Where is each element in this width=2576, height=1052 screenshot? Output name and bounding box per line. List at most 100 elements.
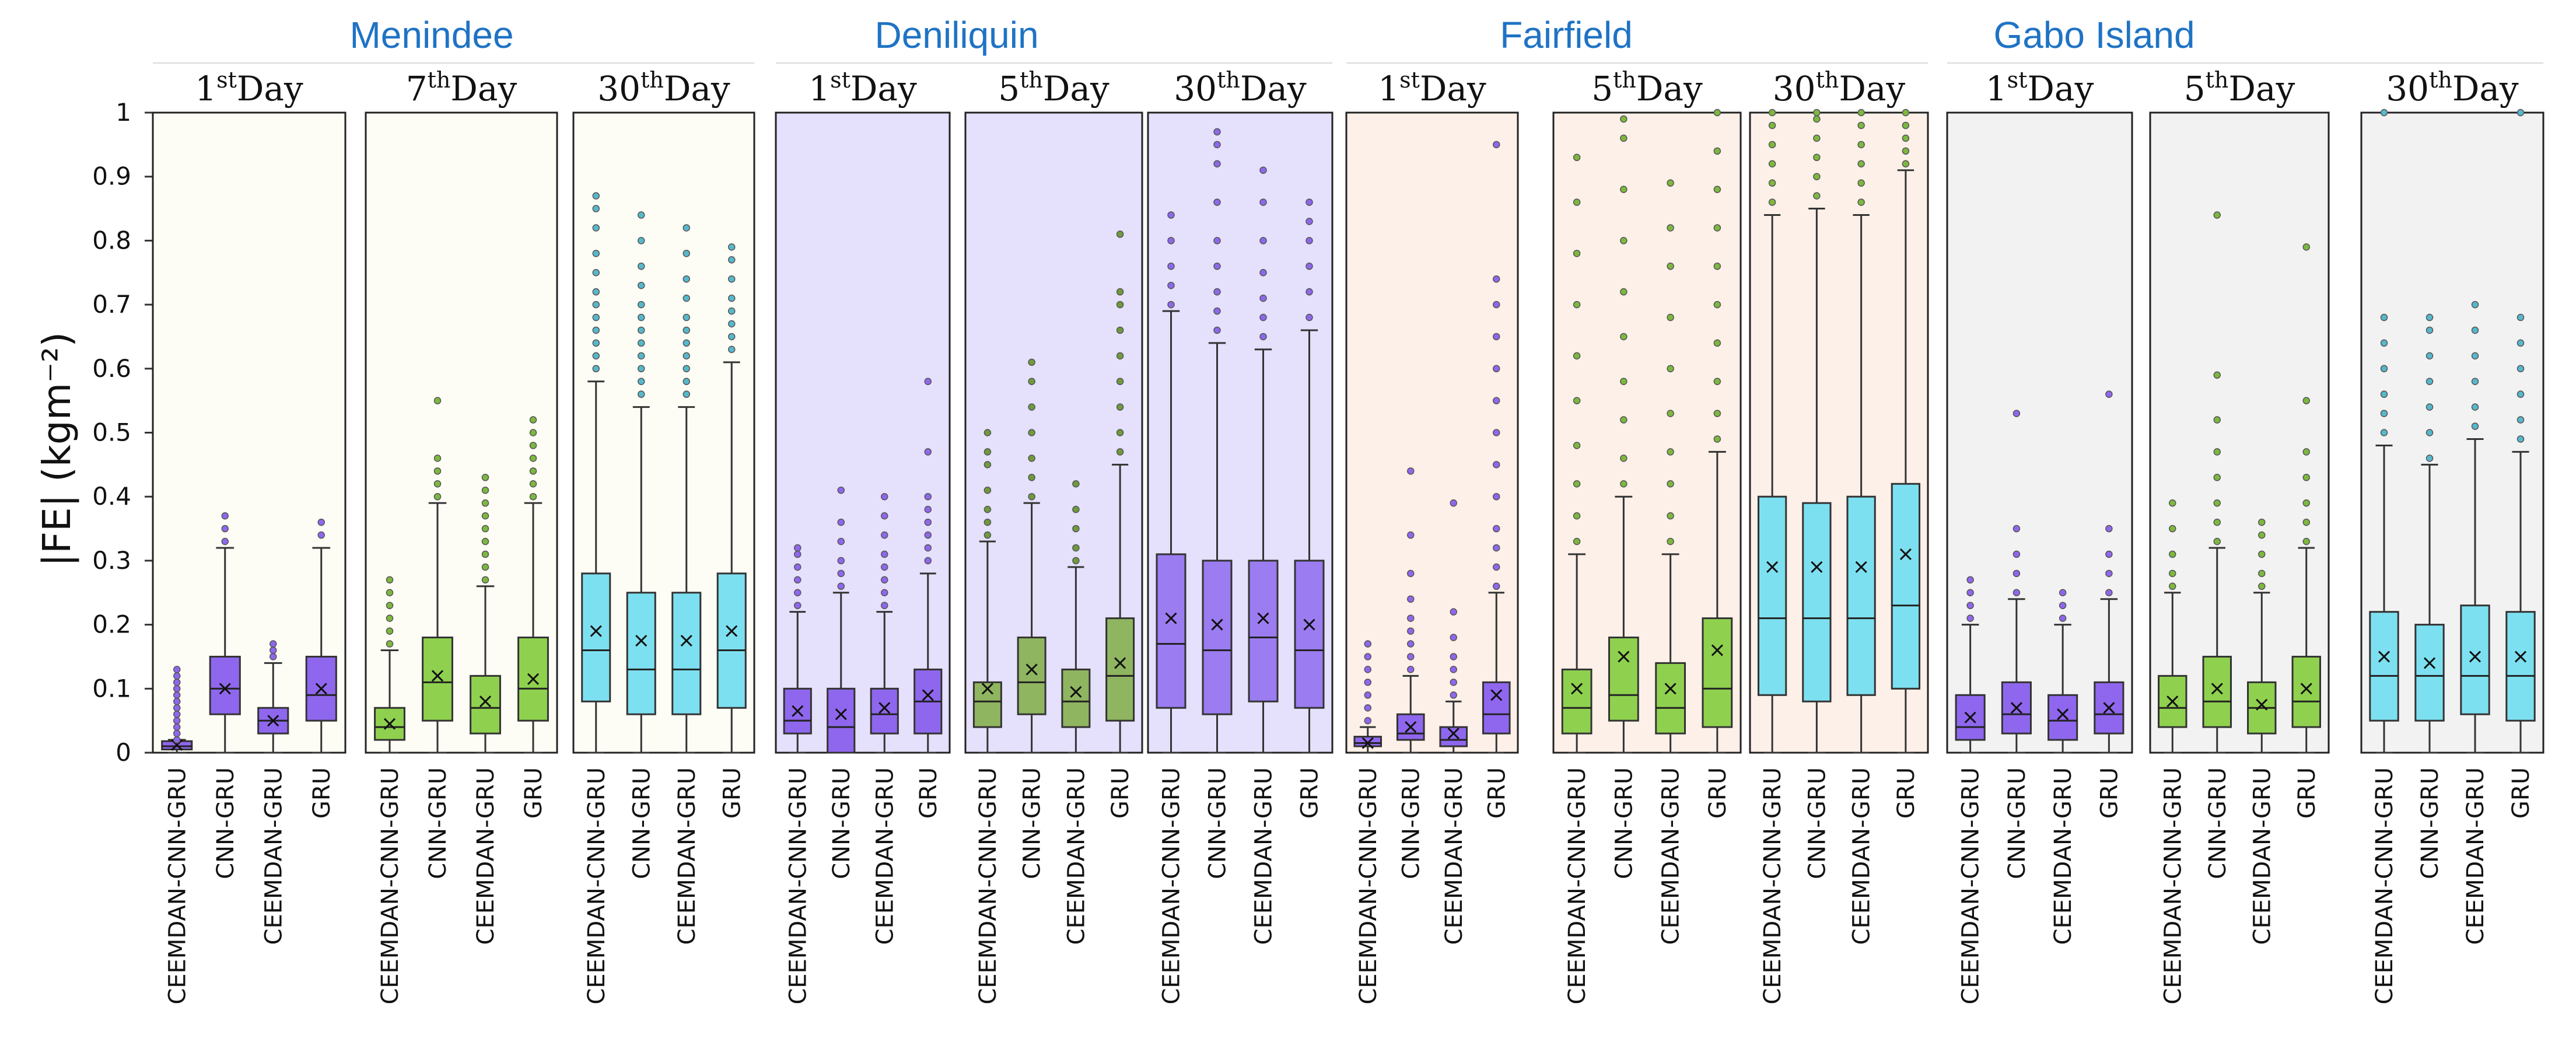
y-tick-label-0-6: 0.6 bbox=[92, 354, 131, 383]
panel-gabo-island-day-30-box-gru-outlier-0 bbox=[2516, 435, 2525, 443]
panel-fairfield-day-30-title: 30thDay bbox=[1773, 67, 1906, 109]
panel-menindee-day-7-box-ceemdan-cnn-gru-outlier-4 bbox=[386, 589, 394, 596]
panel-fairfield-day-30-box-ceemdan-gru-outlier-5 bbox=[1857, 109, 1865, 117]
panel-deniliquin-day-30-box-cnn-gru-outlier-8 bbox=[1213, 128, 1221, 136]
panel-menindee-day-7-box-ceemdan-gru-iqr bbox=[470, 674, 501, 735]
panel-menindee-day-1-box-ceemdan-gru-label: CEEMDAN-GRU bbox=[260, 767, 287, 945]
panel-menindee-day-30-box-ceemdan-gru-outlier-6 bbox=[682, 313, 690, 321]
panel-deniliquin-day-5-box-cnn-gru-iqr bbox=[1017, 637, 1046, 715]
panel-fairfield-day-5-box-ceemdan-cnn-gru-outlier-8 bbox=[1573, 198, 1581, 206]
panel-gabo-island-day-1-box-ceemdan-gru-mean-marker bbox=[2057, 708, 2069, 721]
panel-deniliquin-day-30-box-cnn-gru-label: CNN-GRU bbox=[1205, 767, 1231, 879]
panel-menindee-day-1: 1stDay CEEMDAN-CNN-GRU CNN-GRU CEEMDAN-GRU G… bbox=[152, 67, 346, 1005]
panel-gabo-island-day-1-box-ceemdan-cnn-gru-outlier-2 bbox=[1966, 589, 1974, 596]
panel-menindee-day-30-box-cnn-gru-outlier-11 bbox=[638, 211, 645, 219]
panel-deniliquin-day-5-box-cnn-gru-outlier-3 bbox=[1028, 429, 1035, 436]
panel-gabo-island-day-5-box-ceemdan-cnn-gru-outlier-2 bbox=[2169, 550, 2176, 558]
panel-deniliquin-day-30-box-ceemdan-cnn-gru-outlier-1 bbox=[1167, 281, 1175, 289]
panel-gabo-island-day-5-box-cnn-gru-iqr bbox=[2202, 655, 2232, 728]
panel-menindee-day-30-box-ceemdan-cnn-gru-label: CEEMDAN-CNN-GRU bbox=[583, 767, 610, 1005]
panel-fairfield-day-5-box-ceemdan-cnn-gru-outlier-9 bbox=[1573, 153, 1581, 162]
panel-deniliquin-day-5-box-cnn-gru-outlier-1 bbox=[1028, 474, 1035, 481]
panel-menindee-day-1-box-ceemdan-cnn-gru-outlier-4 bbox=[173, 710, 181, 718]
panel-gabo-island-day-1-box-ceemdan-gru-outlier-1 bbox=[2059, 602, 2067, 609]
panel-deniliquin-day-1-box-ceemdan-cnn-gru-label: CEEMDAN-CNN-GRU bbox=[785, 767, 811, 1005]
panel-deniliquin-day-1-box-gru-outlier-2 bbox=[924, 531, 932, 539]
panel-deniliquin-day-30-box-ceemdan-cnn-gru-label: CEEMDAN-CNN-GRU bbox=[1158, 767, 1185, 1005]
panel-fairfield-day-30-box-cnn-gru-outlier-4 bbox=[1813, 115, 1821, 123]
panel-fairfield-day-1-box-cnn-gru-outlier-2 bbox=[1407, 640, 1415, 648]
panel-deniliquin-day-5-box-gru-outlier-8 bbox=[1116, 230, 1124, 238]
panel-menindee-day-1-box-ceemdan-cnn-gru-outlier-10 bbox=[173, 672, 181, 680]
panel-fairfield-day-5-box-ceemdan-gru-outlier-6 bbox=[1667, 313, 1674, 321]
panel-menindee-day-7-box-ceemdan-cnn-gru-outlier-2 bbox=[386, 614, 394, 622]
panel-menindee-day-30-box-ceemdan-gru-outlier-8 bbox=[682, 275, 690, 283]
panel-fairfield-day-5-box-ceemdan-gru: CEEMDAN-GRU bbox=[1655, 179, 1686, 945]
site-title-deniliquin: Deniliquin bbox=[874, 14, 1038, 56]
panel-deniliquin-day-1-box-ceemdan-gru-iqr bbox=[870, 687, 899, 735]
panel-fairfield-day-5-box-ceemdan-gru-label: CEEMDAN-GRU bbox=[1658, 767, 1685, 945]
panel-deniliquin-day-1-title: 1stDay bbox=[808, 67, 917, 109]
panel-deniliquin-day-1-box-cnn-gru-outlier-1 bbox=[837, 569, 845, 578]
panel-gabo-island-day-30-box-gru-iqr bbox=[2505, 611, 2536, 722]
y-axis-label: |FE| (kgm⁻²) bbox=[34, 332, 79, 567]
panel-deniliquin-day-30-box-cnn-gru-mean-marker bbox=[1211, 618, 1223, 631]
panel-deniliquin-day-5-box-cnn-gru-outlier-4 bbox=[1028, 403, 1035, 411]
panel-gabo-island-day-30-box-ceemdan-gru: CEEMDAN-GRU bbox=[2460, 300, 2490, 945]
panel-deniliquin-day-30-box-ceemdan-cnn-gru-outlier-4 bbox=[1167, 211, 1175, 219]
panel-fairfield-day-5-box-cnn-gru-outlier-1 bbox=[1620, 455, 1628, 462]
panel-deniliquin-day-30-box-cnn-gru-outlier-2 bbox=[1213, 288, 1221, 296]
panel-menindee-day-30-box-gru-outlier-5 bbox=[728, 275, 736, 283]
panel-gabo-island-day-1-box-ceemdan-gru-label: CEEMDAN-GRU bbox=[2050, 767, 2077, 945]
panel-fairfield-day-5-box-gru-outlier-7 bbox=[1713, 186, 1721, 193]
panel-menindee-day-30-box-cnn-gru-outlier-6 bbox=[638, 313, 645, 321]
panel-deniliquin-day-30-box-ceemdan-gru: CEEMDAN-GRU bbox=[1248, 166, 1279, 945]
panel-gabo-island-day-30-box-cnn-gru-outlier-0 bbox=[2426, 455, 2434, 462]
panel-fairfield-day-1-box-ceemdan-cnn-gru-iqr bbox=[1353, 736, 1382, 747]
panel-menindee-day-1-box-ceemdan-cnn-gru-outlier-1 bbox=[173, 729, 181, 738]
panel-gabo-island-day-5-box-gru-outlier-2 bbox=[2302, 499, 2310, 507]
site-title-menindee: Menindee bbox=[349, 14, 513, 56]
panel-deniliquin-day-1: 1stDay CEEMDAN-CNN-GRU CNN-GRU CEEMDAN-GRU G… bbox=[775, 67, 951, 1005]
panel-menindee-day-7-box-cnn-gru-outlier-3 bbox=[433, 455, 442, 462]
panel-fairfield-day-30: 30thDay CEEMDAN-CNN-GRU CNN-GRU CEEMDAN-GRU… bbox=[1749, 67, 1929, 1005]
panel-fairfield-day-1-box-cnn-gru-outlier-6 bbox=[1407, 569, 1415, 578]
y-tick-label-0-5: 0.5 bbox=[92, 418, 131, 447]
panel-fairfield-day-5-box-ceemdan-cnn-gru-outlier-7 bbox=[1573, 250, 1581, 257]
site-title-fairfield: Fairfield bbox=[1500, 14, 1633, 56]
panel-menindee-day-30-box-gru-outlier-4 bbox=[728, 294, 736, 302]
panel-gabo-island-day-1-box-gru-outlier-4 bbox=[2105, 390, 2113, 398]
panel-menindee-day-30-box-ceemdan-cnn-gru-outlier-7 bbox=[592, 269, 600, 277]
panel-gabo-island-day-1-box-cnn-gru-outlier-2 bbox=[2013, 550, 2021, 558]
panel-fairfield-day-1-box-gru-iqr bbox=[1482, 681, 1511, 735]
panel-gabo-island-day-5-box-ceemdan-cnn-gru-outlier-1 bbox=[2169, 569, 2176, 578]
panel-menindee-day-1-box-gru: GRU bbox=[305, 518, 337, 819]
panel-menindee-day-1-box-ceemdan-cnn-gru-mean-marker bbox=[171, 739, 183, 751]
panel-menindee-day-7-box-gru-outlier-2 bbox=[529, 467, 537, 475]
panel-fairfield-day-5-box-gru-outlier-5 bbox=[1713, 263, 1721, 270]
panel-menindee-day-30-box-ceemdan-cnn-gru: CEEMDAN-CNN-GRU bbox=[581, 192, 611, 1005]
panel-menindee-day-30-box-cnn-gru-mean-marker bbox=[635, 634, 648, 647]
panel-fairfield-day-5-box-ceemdan-gru-outlier-2 bbox=[1667, 480, 1674, 488]
panel-gabo-island-day-30-box-cnn-gru: CNN-GRU bbox=[2414, 313, 2445, 879]
panel-fairfield-day-30-box-gru-outlier-3 bbox=[1902, 121, 1910, 130]
site-fairfield: Fairfield 1stDay CEEMDAN-CNN-GRU CNN-GRU CEE… bbox=[1345, 14, 1929, 1005]
panel-fairfield-day-30-box-gru-outlier-2 bbox=[1902, 134, 1910, 142]
panel-deniliquin-day-5-box-gru-mean-marker bbox=[1114, 657, 1126, 669]
panel-fairfield-day-30-box-gru-label: GRU bbox=[1893, 767, 1920, 819]
panel-gabo-island-day-5-box-gru-outlier-1 bbox=[2302, 518, 2310, 526]
panel-gabo-island-day-5-box-ceemdan-gru-label: CEEMDAN-GRU bbox=[2249, 767, 2276, 945]
panel-gabo-island-day-30-box-ceemdan-gru-outlier-2 bbox=[2471, 378, 2479, 385]
panel-menindee-day-7-box-gru-iqr bbox=[517, 637, 549, 722]
panel-fairfield-day-1-box-gru-outlier-9 bbox=[1493, 333, 1500, 341]
panel-menindee-day-30-box-ceemdan-cnn-gru-outlier-9 bbox=[592, 224, 600, 232]
panel-gabo-island-day-5-box-cnn-gru-outlier-1 bbox=[2213, 518, 2221, 526]
panel-fairfield-day-5-box-cnn-gru-outlier-3 bbox=[1620, 378, 1628, 385]
panel-deniliquin-day-5-box-gru-outlier-5 bbox=[1116, 326, 1124, 334]
panel-fairfield-day-30-box-ceemdan-gru-mean-marker bbox=[1855, 561, 1867, 573]
panel-deniliquin-day-30-box-ceemdan-gru-outlier-2 bbox=[1259, 294, 1267, 302]
panel-deniliquin-day-30-box-cnn-gru-outlier-1 bbox=[1213, 307, 1221, 315]
panel-deniliquin-day-5-box-ceemdan-gru-outlier-1 bbox=[1072, 544, 1080, 552]
panel-gabo-island-day-1-box-cnn-gru-outlier-0 bbox=[2013, 589, 2021, 596]
panel-menindee-day-7-box-cnn-gru-label: CNN-GRU bbox=[425, 767, 452, 879]
